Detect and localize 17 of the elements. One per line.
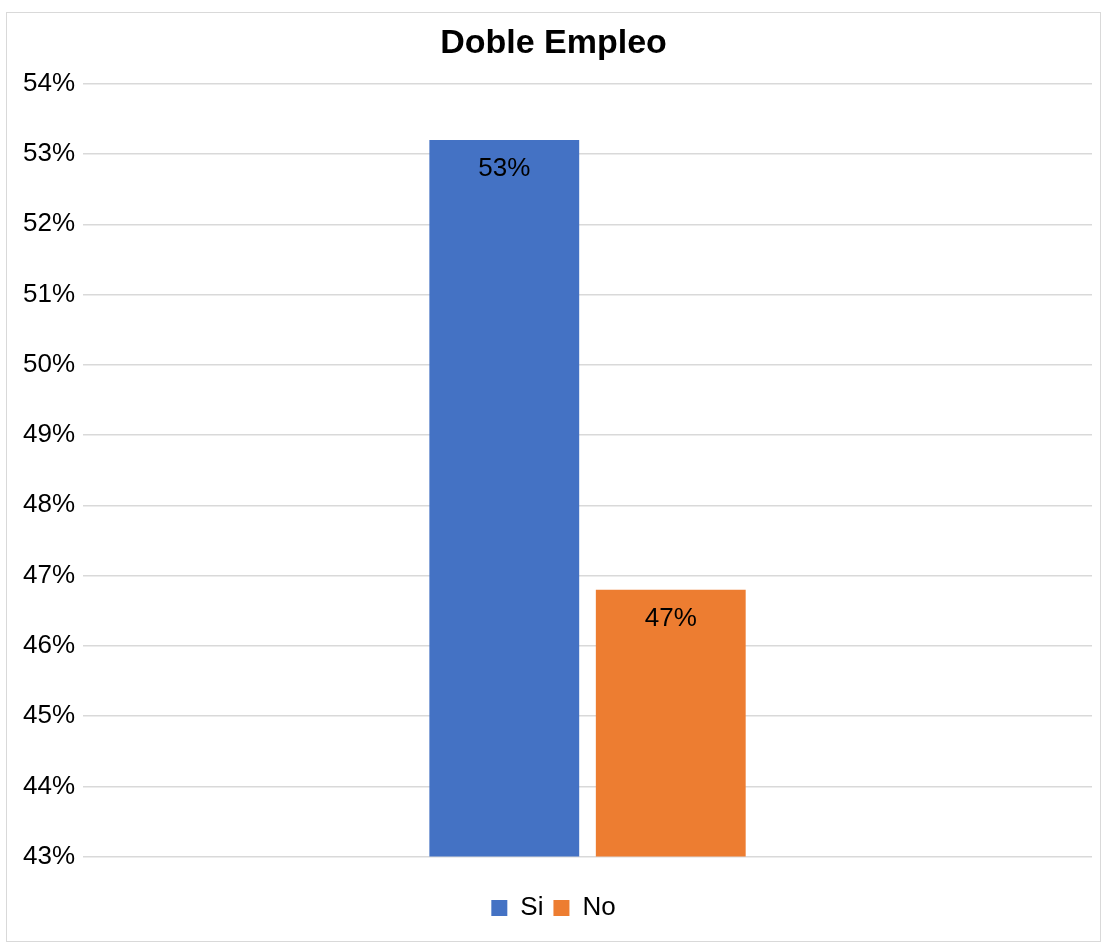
y-tick-label: 51% [22,277,76,308]
data-label: 47% [644,601,697,632]
legend-label: No [582,891,616,922]
y-tick-label: 50% [22,347,76,378]
y-tick-label: 46% [22,629,76,660]
chart-title: Doble Empleo [440,21,667,60]
y-tick-label: 54% [22,66,76,97]
y-tick-label: 53% [22,137,76,168]
y-tick-label: 47% [22,558,76,589]
y-tick-label: 44% [22,769,76,800]
legend-label: Si [520,891,544,922]
y-tick-label: 45% [22,699,76,730]
y-tick-label: 48% [22,488,76,519]
y-tick-label: 43% [22,839,76,870]
y-tick-label: 49% [22,418,76,449]
y-tick-label: 52% [22,207,76,238]
data-label: 53% [478,152,531,183]
